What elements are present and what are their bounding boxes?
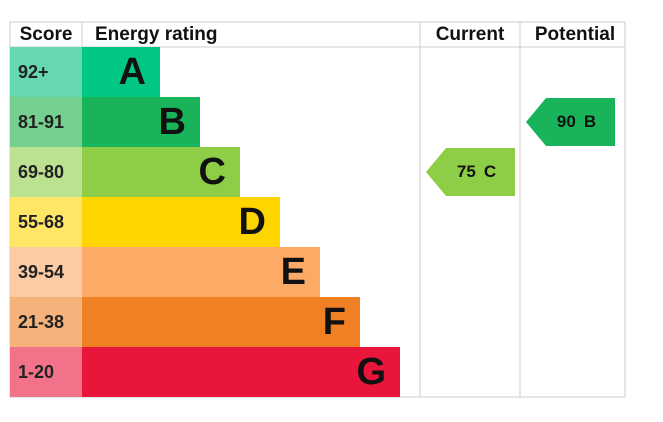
current-band: C <box>484 162 496 181</box>
score-cell <box>10 347 82 397</box>
header-rating: Energy rating <box>95 24 217 45</box>
score-label: 55-68 <box>18 212 64 232</box>
header-potential: Potential <box>535 24 615 45</box>
current-arrow <box>426 148 515 196</box>
rating-letter: A <box>119 51 146 93</box>
score-label: 1-20 <box>18 362 54 382</box>
potential-arrow <box>526 98 615 146</box>
score-cell <box>10 247 82 297</box>
header-score: Score <box>20 24 73 45</box>
potential-label: 90 B <box>557 112 596 131</box>
rating-letter: F <box>323 301 346 343</box>
rating-letter: B <box>159 101 186 143</box>
score-cell <box>10 47 82 97</box>
score-label: 92+ <box>18 62 49 82</box>
current-value: 75 <box>457 162 476 181</box>
rating-letter: C <box>199 151 226 193</box>
rating-letter: D <box>239 201 266 243</box>
score-cell <box>10 97 82 147</box>
rating-bar <box>82 197 280 247</box>
score-cell <box>10 197 82 247</box>
header-current: Current <box>436 24 505 45</box>
rating-bar <box>82 347 400 397</box>
rating-letter: E <box>281 251 306 293</box>
score-label: 81-91 <box>18 112 64 132</box>
score-cell <box>10 147 82 197</box>
rating-bar <box>82 147 240 197</box>
potential-value: 90 <box>557 112 576 131</box>
rating-bar <box>82 247 320 297</box>
rating-bar <box>82 97 200 147</box>
rating-bar <box>82 47 160 97</box>
current-label: 75 C <box>457 162 496 181</box>
score-label: 21-38 <box>18 312 64 332</box>
score-cell <box>10 297 82 347</box>
score-label: 39-54 <box>18 262 64 282</box>
rating-letter: G <box>356 351 386 393</box>
potential-band: B <box>584 112 596 131</box>
score-label: 69-80 <box>18 162 64 182</box>
rating-bar <box>82 297 360 347</box>
